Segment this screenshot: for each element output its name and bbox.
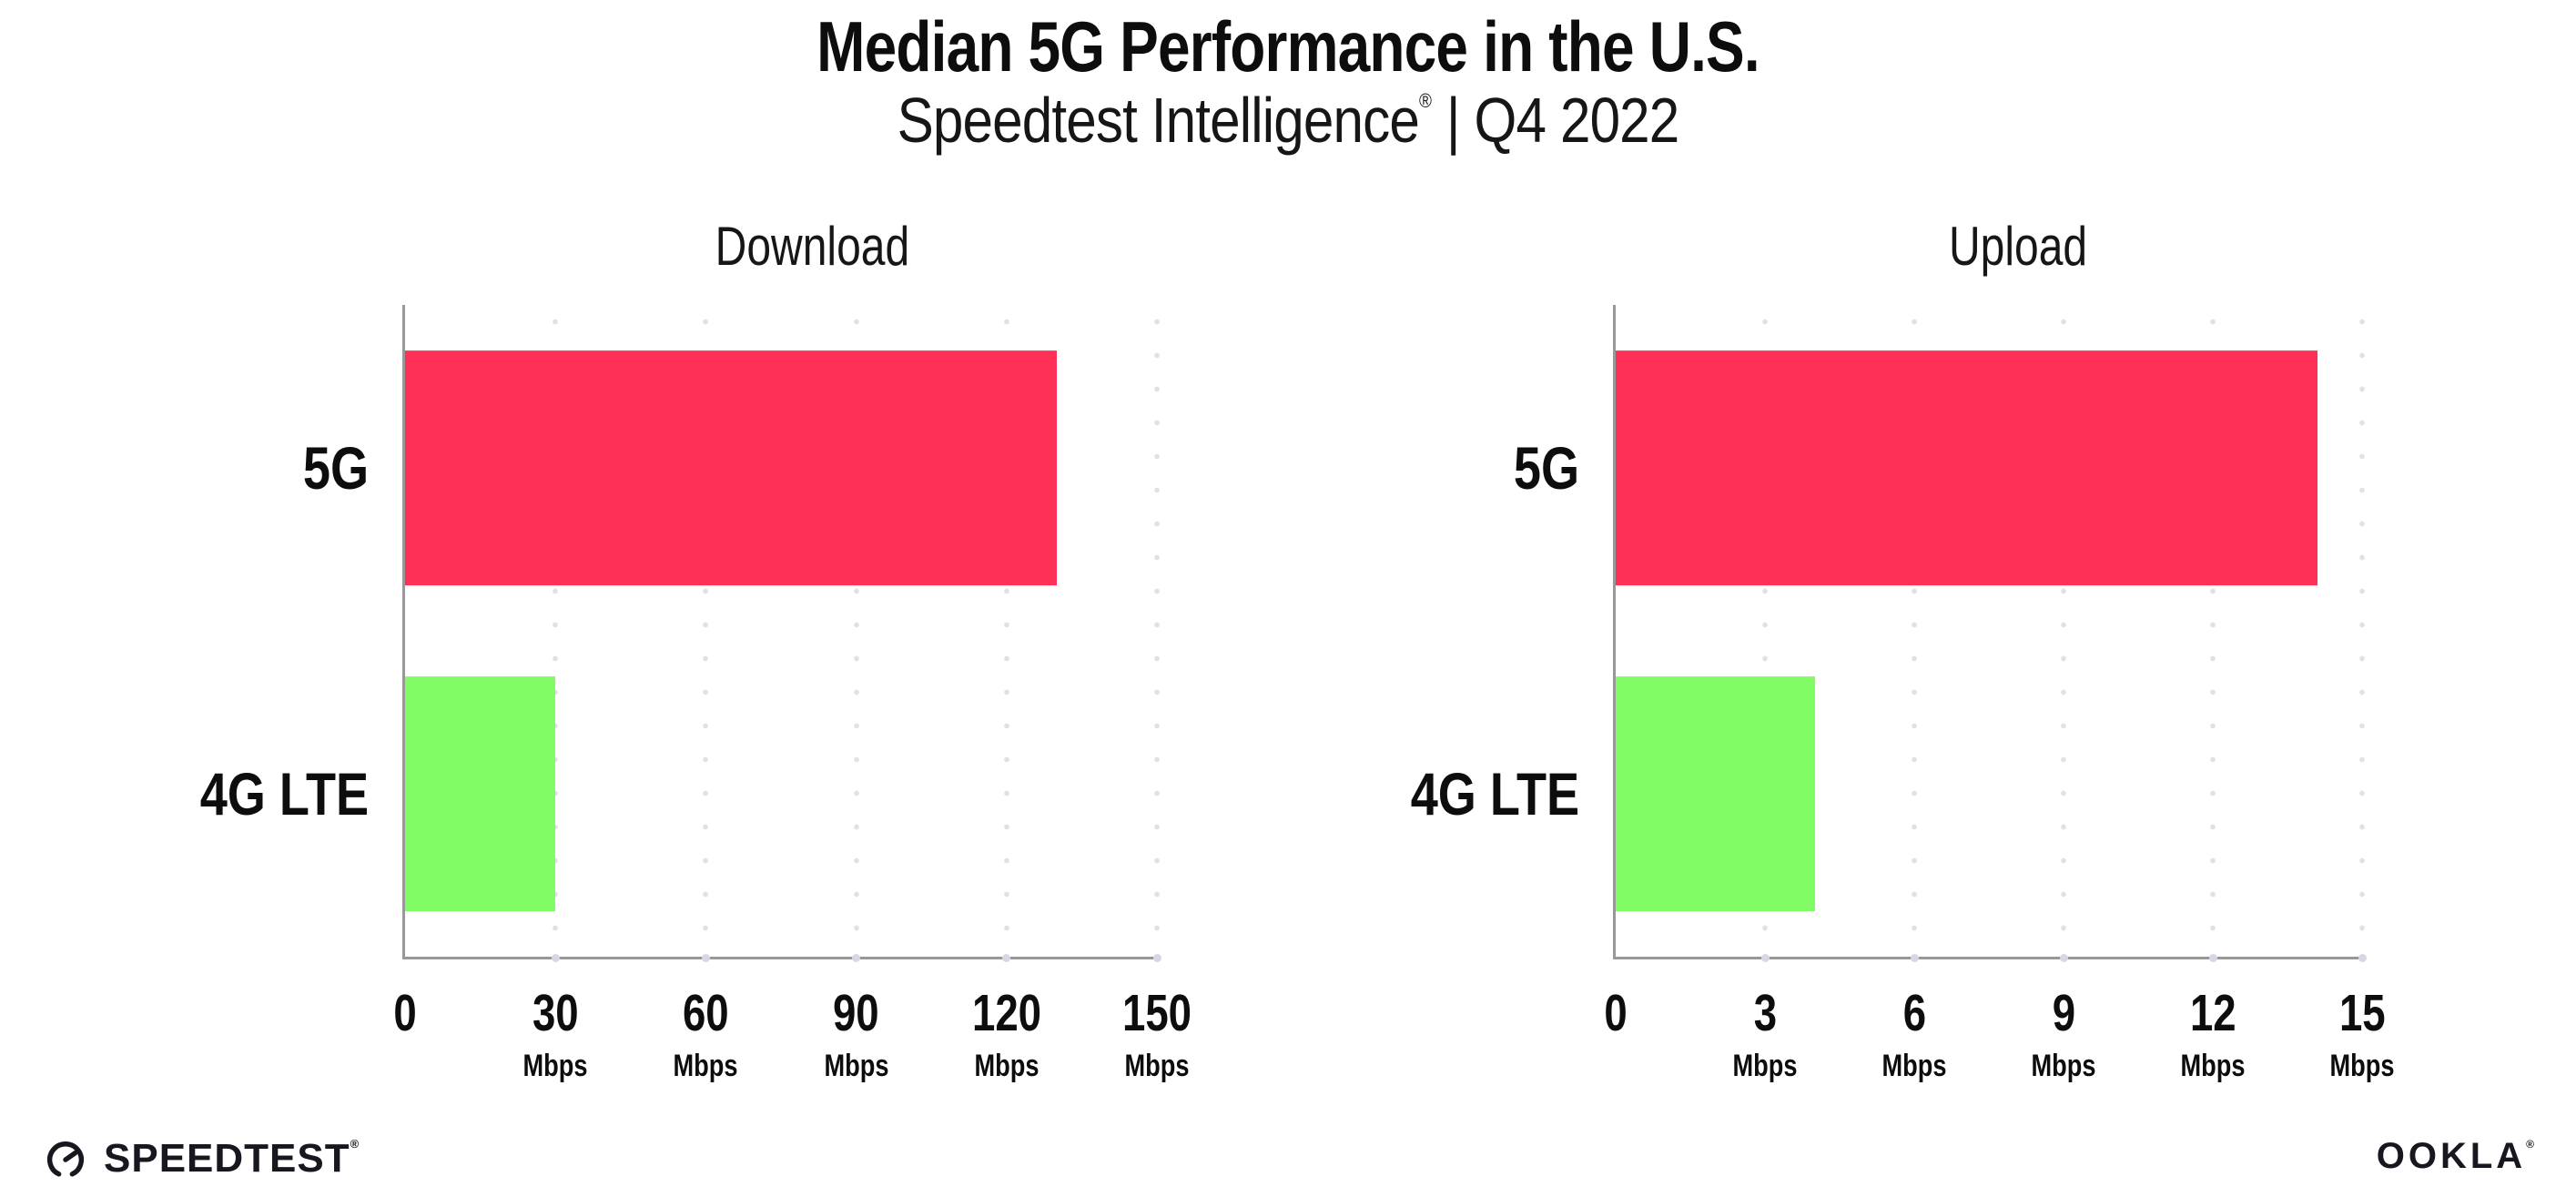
upload-gridline-12: [2209, 305, 2216, 957]
download-gridline-30: [552, 305, 559, 957]
download-bar-4g-lte: [405, 676, 556, 911]
download-xtick-30: 30 Mbps: [515, 984, 596, 1083]
registered-mark-icon: ®: [1419, 89, 1432, 112]
upload-ylabel-5g-text: 5G: [1513, 434, 1579, 502]
page-title: Median 5G Performance in the U.S.: [816, 6, 1760, 86]
upload-xtick-6-unit: Mbps: [1881, 1049, 1947, 1083]
upload-xtick-9-value: 9: [2052, 984, 2075, 1042]
download-gridline-90: [853, 305, 860, 957]
ookla-logo: OOKLA®: [2377, 1136, 2534, 1177]
download-chart-title: Download: [402, 215, 1222, 278]
download-xtick-0-value: 0: [393, 984, 417, 1042]
download-xtick-150-value: 150: [1121, 984, 1192, 1042]
speedtest-registered-mark-icon: ®: [350, 1137, 360, 1151]
ookla-registered-mark-icon: ®: [2526, 1138, 2534, 1151]
page-subtitle: Speedtest Intelligence® | Q4 2022: [180, 84, 2396, 157]
download-gridline-60: [702, 305, 709, 957]
upload-gridline-6: [1911, 305, 1918, 957]
upload-xtick-0-value: 0: [1604, 984, 1628, 1042]
upload-xtick-3: 3 Mbps: [1725, 984, 1806, 1083]
upload-xtick-9-unit: Mbps: [2031, 1049, 2096, 1083]
ookla-wordmark-text: OOKLA: [2376, 1136, 2527, 1176]
upload-chart-plot: 5G 4G LTE 0 3 Mbps 6 Mbps 9 Mbps 12 Mbps 15 Mbps: [1411, 305, 2395, 1081]
upload-xtick-6-value: 6: [1902, 984, 1926, 1042]
download-xtick-60-value: 60: [683, 984, 729, 1042]
download-xtick-120-unit: Mbps: [974, 1049, 1040, 1083]
upload-xtick-12-value: 12: [2189, 984, 2236, 1042]
speedtest-wordmark: SPEEDTEST®: [104, 1136, 360, 1182]
upload-gridline-3: [1761, 305, 1769, 957]
upload-xtick-3-value: 3: [1753, 984, 1777, 1042]
download-xtick-30-value: 30: [532, 984, 579, 1042]
speedometer-gauge-icon: [46, 1141, 85, 1177]
subtitle-brand: Speedtest Intelligence: [897, 85, 1420, 156]
upload-bar-5g: [1616, 350, 2317, 585]
download-xtick-30-unit: Mbps: [522, 1049, 588, 1083]
download-xtick-120: 120 Mbps: [963, 984, 1050, 1083]
download-ylabel-4g-lte-text: 4G LTE: [199, 760, 369, 827]
upload-xtick-12: 12 Mbps: [2173, 984, 2254, 1083]
download-xtick-120-value: 120: [971, 984, 1041, 1042]
upload-xtick-12-unit: Mbps: [2180, 1049, 2246, 1083]
upload-xtick-15: 15 Mbps: [2322, 984, 2403, 1083]
download-ylabel-5g-text: 5G: [302, 434, 369, 502]
download-bar-5g: [405, 350, 1057, 585]
upload-ylabel-4g-lte-text: 4G LTE: [1410, 760, 1579, 827]
speedtest-wordmark-text: SPEEDTEST: [104, 1136, 350, 1181]
upload-xtick-15-unit: Mbps: [2329, 1049, 2395, 1083]
download-xtick-150-unit: Mbps: [1124, 1049, 1190, 1083]
upload-ylabel-4g-lte: 4G LTE: [1374, 764, 1579, 824]
download-xtick-60-unit: Mbps: [673, 1049, 738, 1083]
download-gridline-120: [1003, 305, 1010, 957]
upload-xtick-9: 9 Mbps: [2023, 984, 2104, 1083]
upload-chart-title-text: Upload: [1948, 216, 2088, 277]
upload-xtick-6: 6 Mbps: [1874, 984, 1955, 1083]
speedtest-logo: SPEEDTEST®: [42, 1135, 360, 1182]
upload-xtick-0: 0: [1601, 988, 1630, 1040]
download-chart-plot: 5G 4G LTE 0 30 Mbps 60 Mbps 90 Mbps 120 Mbps 150 Mbp…: [200, 305, 1192, 1081]
download-xtick-90-value: 90: [833, 984, 879, 1042]
download-xtick-90: 90 Mbps: [816, 984, 897, 1083]
download-xtick-0: 0: [390, 988, 420, 1040]
upload-bar-4g-lte: [1616, 676, 1815, 911]
upload-xtick-15-value: 15: [2338, 984, 2386, 1042]
download-xtick-90-unit: Mbps: [824, 1049, 889, 1083]
download-chart-title-text: Download: [715, 216, 909, 277]
upload-ylabel-5g: 5G: [1499, 438, 1579, 498]
upload-gridline-9: [2060, 305, 2067, 957]
download-xtick-60: 60 Mbps: [665, 984, 746, 1083]
subtitle-period: | Q4 2022: [1431, 85, 1679, 156]
upload-xtick-3-unit: Mbps: [1732, 1049, 1798, 1083]
download-ylabel-4g-lte: 4G LTE: [163, 764, 369, 824]
download-ylabel-5g: 5G: [289, 438, 369, 498]
upload-chart-title: Upload: [1613, 215, 2423, 278]
download-xtick-150: 150 Mbps: [1113, 984, 1200, 1083]
upload-gridline-15: [2358, 305, 2366, 957]
download-gridline-150: [1153, 305, 1161, 957]
